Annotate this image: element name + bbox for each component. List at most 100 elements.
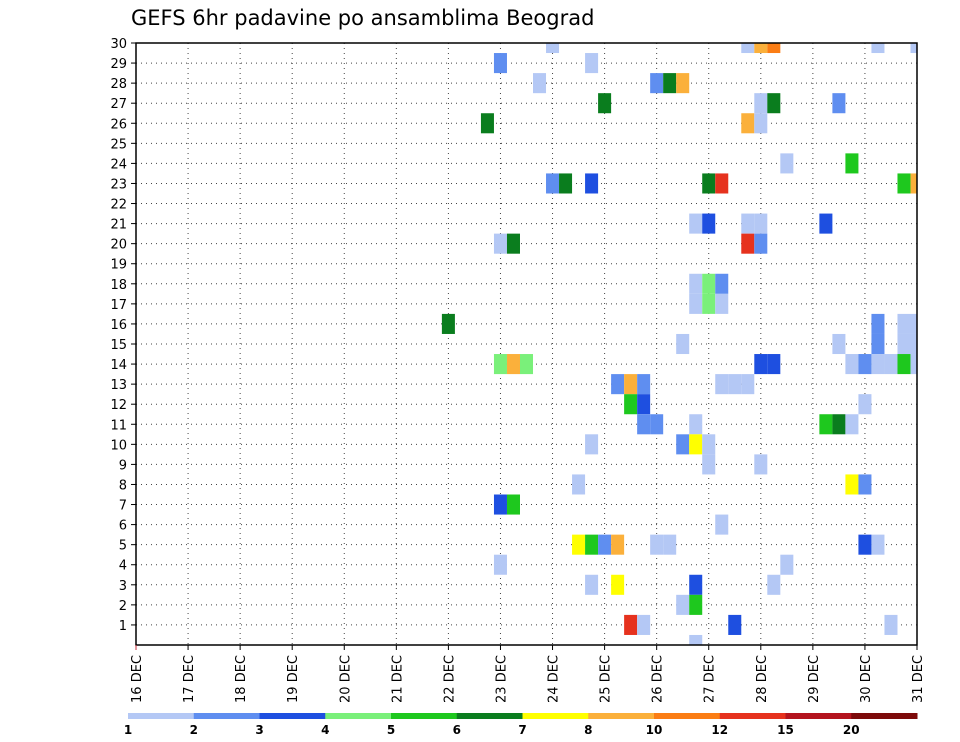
heatmap-cell [611, 574, 625, 595]
colorbar-swatch [588, 713, 655, 719]
heatmap-cell [754, 233, 768, 254]
heatmap-cell [767, 93, 781, 114]
colorbar-label: 2 [190, 723, 198, 737]
heatmap-cell [702, 293, 716, 314]
y-tick-label: 8 [119, 478, 127, 493]
heatmap-cell [663, 534, 677, 555]
y-tick-label: 2 [119, 599, 127, 614]
y-tick-label: 1 [119, 619, 127, 634]
heatmap-cell [767, 574, 781, 595]
heatmap-cell [754, 213, 768, 234]
heatmap-cell [754, 113, 768, 134]
heatmap-cell [897, 354, 911, 375]
heatmap-cell [689, 213, 703, 234]
colorbar-swatch [325, 713, 392, 719]
y-tick-label: 30 [110, 37, 127, 52]
heatmap-cell [871, 333, 885, 355]
heatmap-cell [728, 614, 742, 635]
colorbar-swatch [654, 713, 721, 719]
colorbar-label: 6 [453, 723, 461, 737]
heatmap-cell [689, 594, 703, 615]
heatmap-cell [624, 374, 638, 395]
heatmap-cell [506, 233, 520, 254]
colorbar-label: 10 [646, 723, 663, 737]
heatmap-cell [533, 73, 547, 94]
x-tick-label: 26 DEC [651, 655, 666, 703]
y-tick-label: 17 [110, 298, 127, 313]
y-tick-label: 27 [110, 97, 127, 112]
heatmap-cell [845, 153, 859, 174]
heatmap-cell [728, 374, 742, 395]
heatmap-cell [585, 53, 599, 74]
heatmap-cell [754, 93, 768, 114]
heatmap-cell [702, 434, 716, 455]
colorbar-swatch [851, 713, 918, 719]
heatmap-cell [546, 43, 560, 54]
y-tick-label: 15 [110, 338, 127, 353]
y-tick-label: 9 [119, 458, 127, 473]
heatmap-cell [650, 414, 664, 435]
colorbar-label: 20 [843, 723, 860, 737]
heatmap-cell [559, 173, 573, 194]
y-tick-label: 24 [110, 157, 127, 172]
heatmap-cell [871, 43, 885, 54]
heatmap-cell [884, 354, 898, 375]
y-tick-label: 13 [110, 378, 127, 393]
heatmap-cell [598, 534, 612, 555]
cells [441, 43, 917, 645]
y-tick-label: 3 [119, 579, 127, 594]
heatmap-cell [506, 354, 520, 375]
heatmap-cell [637, 394, 651, 415]
heatmap-cell [715, 293, 729, 314]
heatmap-cell [910, 173, 917, 194]
heatmap-cell [702, 173, 716, 194]
heatmap-cell [715, 173, 729, 194]
heatmap-cell [585, 173, 599, 194]
x-tick-label: 19 DEC [286, 655, 301, 703]
heatmap-cell [832, 414, 846, 435]
heatmap-cell [832, 93, 846, 114]
heatmap-cell [689, 293, 703, 314]
x-tick-label: 16 DEC [130, 655, 145, 703]
heatmap-cell [689, 434, 703, 455]
heatmap-cell [832, 333, 846, 355]
heatmap-cell [910, 354, 917, 375]
x-tick-label: 29 DEC [807, 655, 822, 703]
y-tick-label: 26 [110, 117, 127, 132]
heatmap-cell [637, 614, 651, 635]
heatmap-cell [493, 233, 507, 254]
heatmap-cell [754, 454, 768, 475]
y-tick-label: 16 [110, 318, 127, 333]
heatmap-cell [858, 534, 872, 555]
heatmap-cell [637, 414, 651, 435]
heatmap-cell [572, 474, 586, 495]
y-tick-label: 18 [110, 278, 127, 293]
colorbar-label: 8 [584, 723, 592, 737]
heatmap-cell [897, 173, 911, 194]
heatmap-cell [676, 434, 690, 455]
heatmap-cell [493, 494, 507, 515]
heatmap-cell [689, 273, 703, 294]
y-tick-label: 19 [110, 258, 127, 273]
heatmap-cell [871, 354, 885, 375]
heatmap-cell [702, 273, 716, 294]
heatmap-cell [819, 414, 833, 435]
heatmap-cell [910, 43, 917, 54]
colorbar-swatch [456, 713, 523, 719]
heatmap-cell [624, 614, 638, 635]
heatmap-cell [585, 434, 599, 455]
heatmap-cell [676, 73, 690, 94]
heatmap-cell [611, 534, 625, 555]
y-tick-label: 28 [110, 77, 127, 92]
colorbar-label: 1 [124, 723, 132, 737]
heatmap-cell [637, 374, 651, 395]
colorbar-label: 3 [255, 723, 263, 737]
heatmap-cell [663, 73, 677, 94]
colorbar-label: 7 [518, 723, 526, 737]
heatmap-cell [715, 374, 729, 395]
heatmap-cell [858, 354, 872, 375]
colorbar-swatch [259, 713, 326, 719]
x-tick-label: 30 DEC [859, 655, 874, 703]
y-tick-label: 14 [110, 358, 127, 373]
